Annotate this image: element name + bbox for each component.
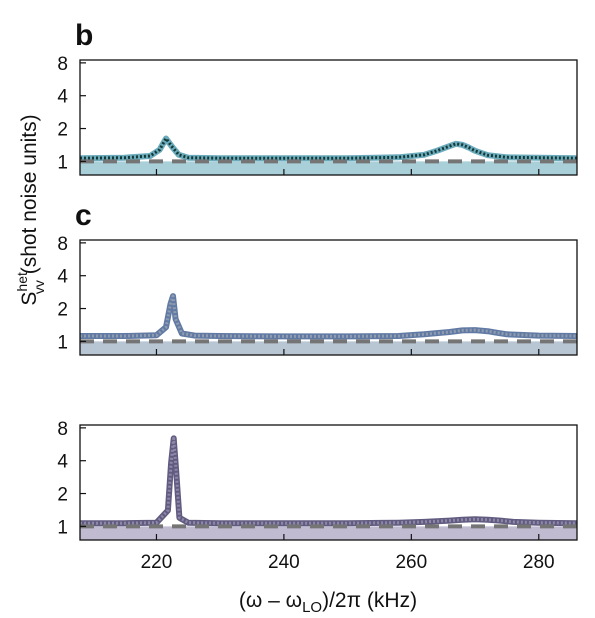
panel-d: 1 2 4 8 220 240 260 280 [57, 419, 578, 573]
y-tick-label: 8 [57, 419, 68, 440]
data-trace [79, 135, 578, 162]
panel-label-c: c [75, 199, 92, 232]
fit-trace [80, 294, 578, 338]
x-axis-title: (ω – ωLO)/2π (kHz) [239, 589, 417, 616]
plot-frame [79, 59, 578, 176]
y-tick-label: 4 [57, 267, 68, 288]
x-tick-label: 220 [141, 552, 173, 573]
data-trace [80, 435, 578, 527]
plot-frame [79, 239, 578, 356]
y-tick-label: 2 [57, 120, 68, 141]
x-tick-label: 280 [523, 552, 555, 573]
y-tick-label: 2 [57, 485, 68, 506]
y-tick-label: 8 [57, 234, 68, 255]
y-tick-label: 4 [57, 452, 68, 473]
y-tick-label: 4 [57, 87, 68, 108]
plot-frame [79, 424, 578, 541]
panel-b: 1 2 4 8b [57, 19, 578, 176]
y-tick-label: 1 [57, 517, 68, 538]
fit-trace [80, 436, 578, 525]
y-tick-label: 1 [57, 152, 68, 173]
y-tick-label: 8 [57, 54, 68, 75]
y-tick-label: 2 [57, 300, 68, 321]
y-axis-title: Shetvv (shot noise units) [14, 114, 47, 305]
x-tick-label: 240 [268, 552, 300, 573]
data-trace [80, 293, 578, 340]
panel-c: 1 2 4 8c [57, 199, 578, 356]
noise-floor-band [80, 526, 577, 540]
noise-floor-band [80, 161, 577, 175]
panel-label-b: b [75, 19, 93, 52]
y-tick-label: 1 [57, 332, 68, 353]
noise-floor-band [80, 341, 577, 355]
x-tick-label: 260 [395, 552, 427, 573]
